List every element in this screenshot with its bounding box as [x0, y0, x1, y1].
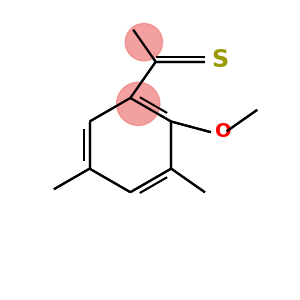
Text: O: O [215, 122, 232, 141]
Text: S: S [212, 48, 229, 72]
Circle shape [117, 82, 160, 125]
Circle shape [125, 23, 163, 61]
